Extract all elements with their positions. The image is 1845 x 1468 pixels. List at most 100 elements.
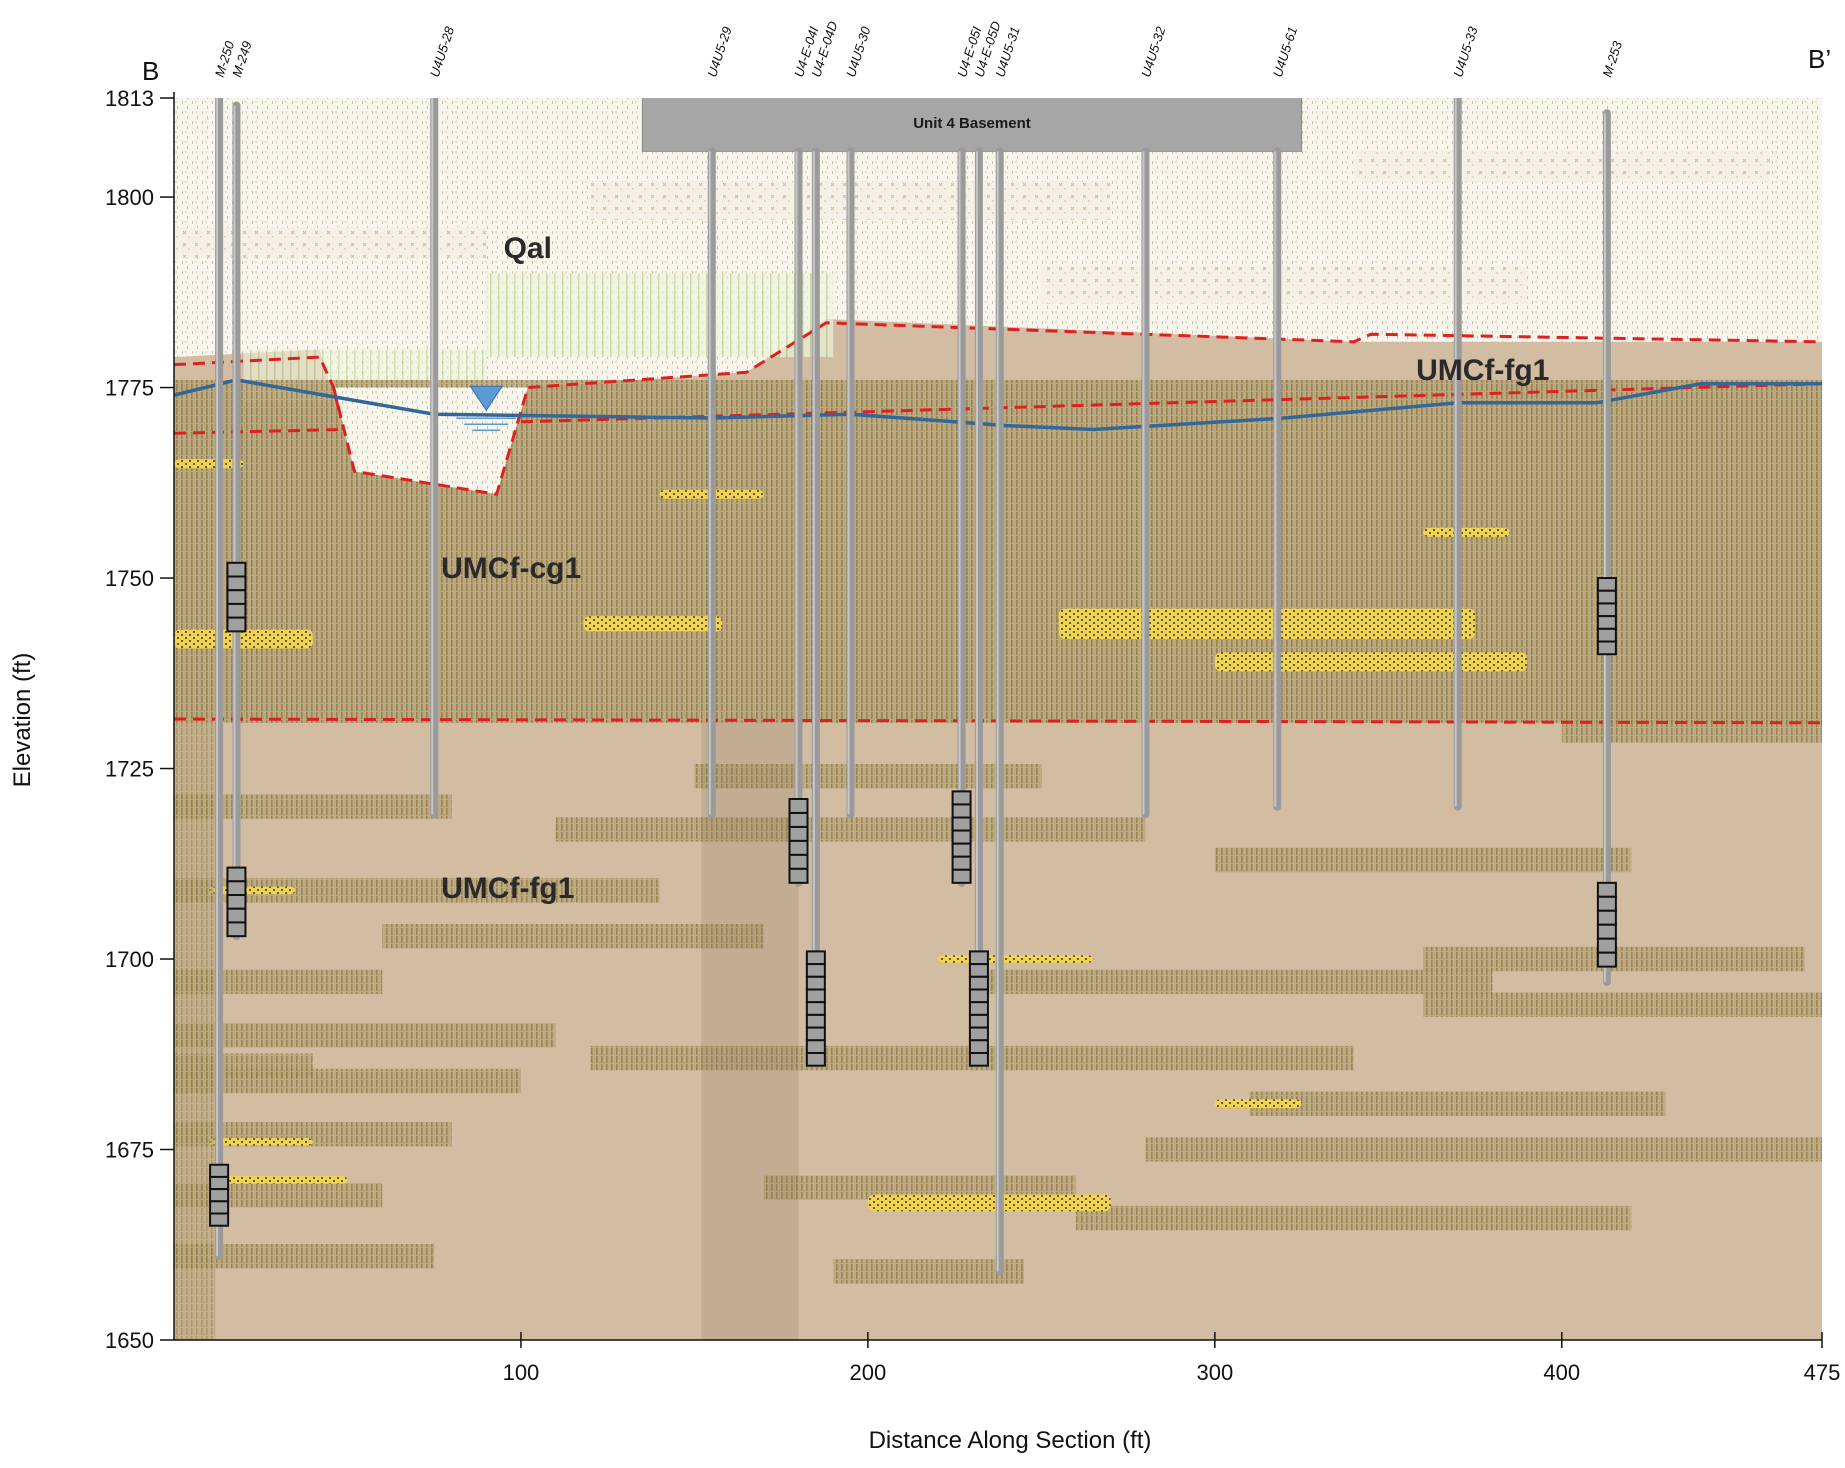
well-screen-segment [951, 790, 972, 806]
well-screen-segment [1596, 895, 1617, 912]
well-screen-segment [1596, 937, 1617, 954]
sand-lens [583, 616, 723, 632]
well-screen-segment [951, 816, 972, 832]
x-tick-label: 400 [1543, 1360, 1580, 1385]
y-tick-label: 1725 [105, 757, 154, 782]
qal-cross-band [1353, 151, 1770, 182]
well-screen-segment [968, 1026, 989, 1042]
well-screen-segment [805, 950, 826, 966]
well-name-label: U4U5-61 [1270, 25, 1300, 79]
y-tick-label: 1750 [105, 566, 154, 591]
well-screen-segment [1596, 589, 1617, 605]
well-screen-segment [805, 1039, 826, 1054]
sand-lens [208, 1138, 313, 1146]
y-tick-label: 1650 [105, 1328, 154, 1353]
water-table-symbol [469, 385, 504, 412]
well-screen-segment [226, 894, 247, 910]
well-screen-segment [209, 1175, 230, 1191]
y-tick-label: 1813 [105, 86, 154, 111]
sand-lens [208, 1176, 348, 1184]
well-screen-segment [788, 825, 809, 842]
unit-label: UMCf-cg1 [441, 552, 581, 585]
sand-lens [174, 629, 313, 649]
silt-stringer [1423, 992, 1822, 1017]
y-tick-label: 1775 [105, 376, 154, 401]
well-screen-segment [226, 921, 247, 938]
qal-green-band [486, 273, 834, 358]
section-end-label: B’ [1808, 44, 1831, 74]
contact-line [174, 355, 342, 419]
silt-stringer [555, 817, 1146, 842]
sand-lens [1214, 652, 1528, 672]
water-table-line [174, 378, 1822, 432]
x-axis-title: Distance Along Section (ft) [869, 1427, 1152, 1454]
well-screen-segment [951, 868, 972, 884]
y-tick-label: 1675 [105, 1138, 154, 1163]
well-name-label: U4U5-32 [1138, 24, 1169, 79]
contact-line [332, 321, 1822, 496]
well-screen-segment [788, 853, 809, 870]
silt-stringer [1076, 1205, 1632, 1231]
section-start-label: B [142, 56, 159, 86]
well-screen-segment [805, 975, 826, 991]
well-screen-segment [1596, 602, 1617, 618]
water-table [174, 378, 1822, 432]
silt-stringer [1214, 847, 1632, 873]
well-screen-segment [1596, 909, 1617, 926]
well-screen-segment [805, 1013, 826, 1029]
well-screen-segment [951, 803, 972, 819]
well-screen-segment [805, 1001, 826, 1016]
sand-lens [1214, 1099, 1302, 1109]
well-screen-segment [968, 1039, 989, 1054]
sand-lens [867, 1194, 1111, 1212]
well-screen-segment [226, 575, 247, 592]
well-bores [209, 98, 1617, 1276]
well-screen-segment [788, 839, 809, 856]
well-screen-segment [968, 950, 989, 966]
well-screen-segment [1596, 881, 1617, 898]
contact-line [174, 427, 345, 435]
well-screen-segment [1596, 577, 1617, 592]
unit-label: UMCf-fg1 [1416, 354, 1549, 387]
sand-lens [1423, 527, 1510, 537]
excavation-shadow [701, 722, 799, 1340]
x-tick-label: 475 [1804, 1360, 1841, 1385]
y-axis-title: Elevation (ft) [9, 653, 36, 788]
silt-stringer [1249, 1091, 1666, 1116]
sand-lens [174, 459, 244, 469]
x-tick-label: 200 [850, 1360, 887, 1385]
silt-stringer [382, 923, 764, 949]
well-screen-segment [968, 1013, 989, 1029]
silt-stringer [1145, 1137, 1822, 1162]
well-screen-segment [209, 1212, 230, 1227]
well-screen-segment [226, 602, 247, 619]
well-screen-segment [209, 1200, 230, 1215]
well-screen-segment [226, 616, 247, 633]
well-screen-segment [209, 1163, 230, 1178]
well-screen-segment [968, 1001, 989, 1016]
well-screen-segment [1596, 615, 1617, 630]
plot-area: Unit 4 Basement Qal UMCf-fg1 UMCf-cg1 UMCf-… [174, 98, 1822, 1340]
x-tick-label: 100 [503, 1360, 540, 1385]
basement-label: Unit 4 Basement [913, 115, 1031, 132]
well-screen-segment [209, 1188, 230, 1203]
well-screen-segment [226, 589, 247, 605]
well-name-label: U4U5-33 [1450, 24, 1481, 79]
sand-lens [1058, 608, 1476, 639]
y-tick-label: 1800 [105, 185, 154, 210]
sand-lens [937, 955, 1094, 963]
silt-stringer [694, 763, 1042, 789]
basement-structure: Unit 4 Basement [641, 98, 1303, 152]
silt-stringer [174, 1023, 556, 1048]
well-screen-segment [226, 880, 247, 897]
unit-label: UMCf-fg1 [441, 872, 574, 905]
x-tick-label: 300 [1196, 1360, 1233, 1385]
well-screen-segment [788, 798, 809, 814]
well-screen-segment [788, 867, 809, 884]
basement-box [641, 98, 1303, 152]
well-screen-segment [1596, 627, 1617, 643]
well-screen-segment [805, 1026, 826, 1042]
silt-stringer [833, 1259, 1025, 1284]
